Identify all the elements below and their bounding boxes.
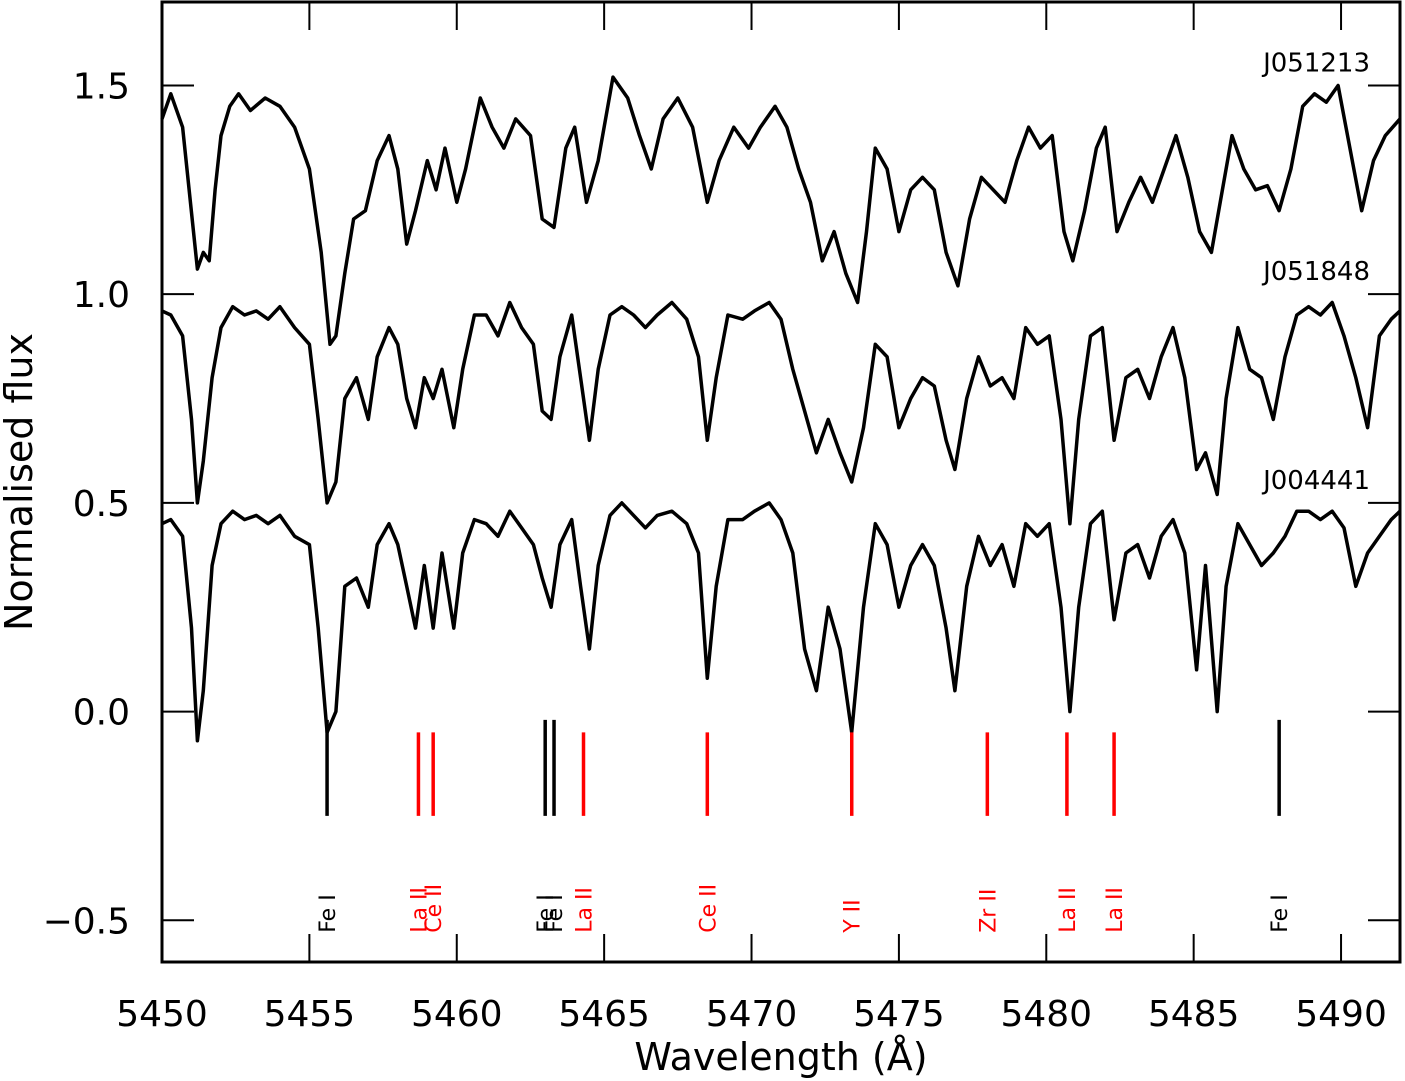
line-label-2: Ce II xyxy=(422,884,447,933)
line-label-1: La II xyxy=(407,887,432,933)
x-tick-label-2: 5460 xyxy=(411,994,503,1035)
y-tick-label-4: 1.5 xyxy=(73,66,130,107)
x-tick-label-4: 5470 xyxy=(706,994,798,1035)
line-label-0: Fe I xyxy=(316,894,341,932)
y-axis-title: Normalised flux xyxy=(0,333,41,631)
y-tick-label-3: 1.0 xyxy=(73,275,130,316)
x-tick-label-6: 5480 xyxy=(1000,994,1092,1035)
spectrum-J004441 xyxy=(161,501,1402,743)
series-label-J051213: J051213 xyxy=(1261,48,1370,78)
axis-ticks: 5450 5455 5460 5465 5470 5475 5480 5485 5490 −0.5… xyxy=(43,2,1400,1035)
line-label-8: Zr II xyxy=(976,889,1001,933)
y-tick-label-0: −0.5 xyxy=(43,901,130,942)
x-tick-label-1: 5455 xyxy=(264,994,356,1035)
spectra-group: J051213 J051848 J004441 xyxy=(160,48,1402,743)
y-tick-label-1: 0.0 xyxy=(73,693,130,734)
line-label-4: Fe I xyxy=(543,894,568,932)
plot-frame xyxy=(160,0,1402,964)
x-tick-label-5: 5475 xyxy=(853,994,945,1035)
x-tick-label-7: 5485 xyxy=(1148,994,1240,1035)
y-tick-label-2: 0.5 xyxy=(73,484,130,525)
x-axis-title: Wavelength (Å) xyxy=(634,1035,927,1079)
line-label-3: Fe I xyxy=(534,894,559,932)
x-tick-label-8: 5490 xyxy=(1295,994,1387,1035)
x-tick-label-0: 5450 xyxy=(116,994,208,1035)
line-label-7: Y II xyxy=(841,899,866,933)
plot-background xyxy=(162,2,1400,962)
line-label-9: La II xyxy=(1056,887,1081,933)
line-label-11: Fe I xyxy=(1268,894,1293,932)
series-label-J004441: J004441 xyxy=(1261,466,1370,496)
line-label-10: La II xyxy=(1103,887,1128,933)
line-label-6: Ce II xyxy=(696,884,721,933)
spectrum-J051213 xyxy=(160,75,1402,347)
spectrum-J051848 xyxy=(161,300,1402,526)
x-tick-label-3: 5465 xyxy=(558,994,650,1035)
series-label-J051848: J051848 xyxy=(1261,257,1370,287)
line-label-5: La II xyxy=(573,887,598,933)
